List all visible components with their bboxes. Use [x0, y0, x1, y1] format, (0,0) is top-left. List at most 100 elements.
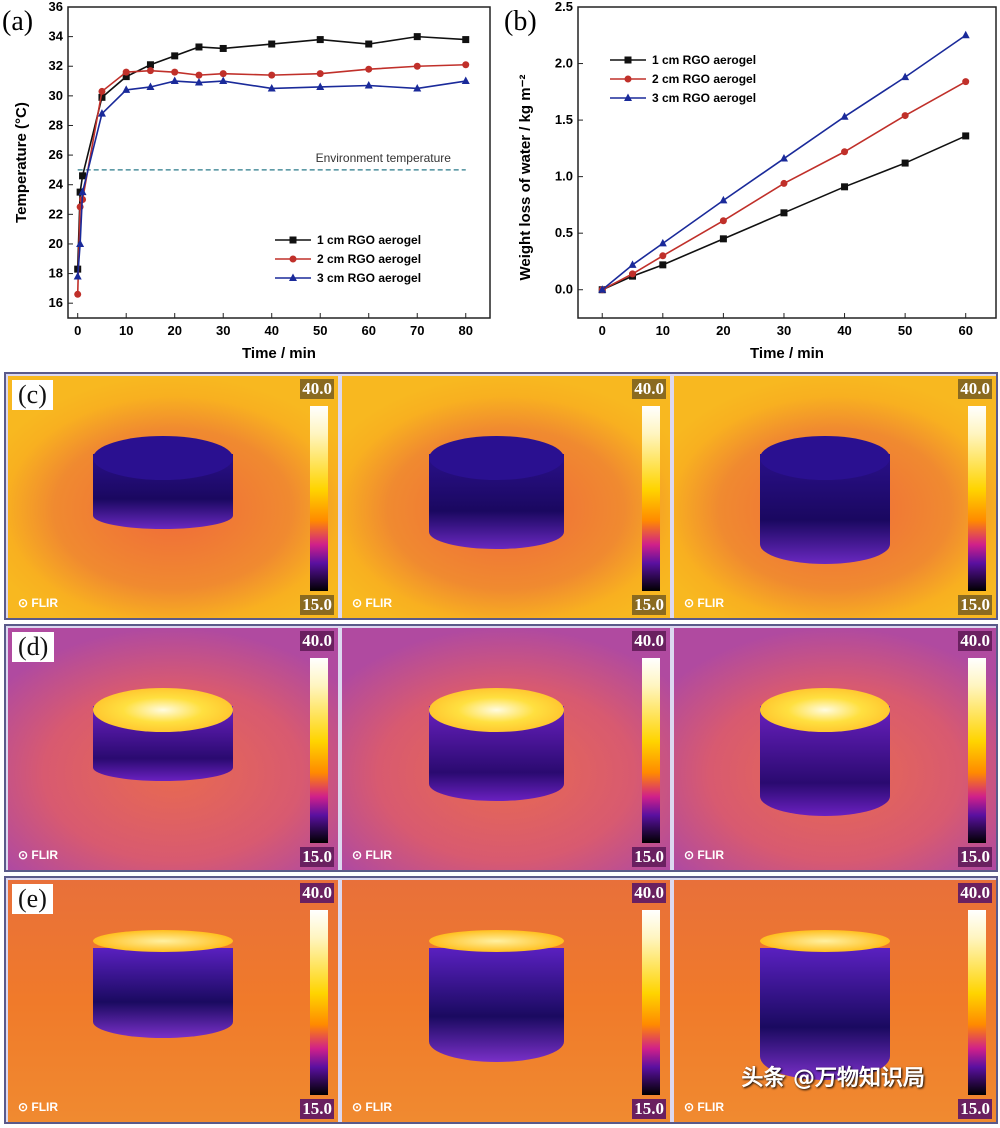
y-tick-label: 20	[49, 236, 63, 251]
x-tick-label: 60	[362, 323, 376, 338]
x-tick-label: 0	[599, 323, 606, 338]
data-point	[122, 68, 130, 76]
y-tick-label: 34	[49, 29, 64, 44]
data-point	[413, 62, 421, 70]
scale-max-label: 40.0	[300, 631, 334, 651]
color-scale-bar	[968, 406, 986, 591]
x-axis-label: Time / min	[242, 345, 316, 362]
data-point	[462, 36, 470, 44]
data-point	[76, 239, 85, 247]
data-point	[901, 159, 909, 167]
aerogel-top	[93, 436, 233, 480]
y-tick-label: 24	[49, 177, 64, 192]
scale-min-label: 15.0	[300, 847, 334, 867]
data-point	[658, 238, 667, 247]
data-point	[98, 93, 106, 101]
flir-logo: ⊙ FLIR	[352, 596, 393, 610]
scale-max-label: 40.0	[300, 379, 334, 399]
data-point	[79, 172, 87, 180]
panel-label: (c)	[12, 380, 53, 410]
data-point	[365, 40, 373, 48]
data-point	[659, 261, 667, 269]
series-line-2	[601, 34, 967, 291]
aerogel-top	[428, 930, 564, 952]
thermal-image: 40.0 15.0 ⊙ FLIR	[342, 376, 670, 618]
data-point	[219, 76, 228, 85]
data-point	[74, 290, 82, 298]
flir-logo: ⊙ FLIR	[352, 848, 393, 862]
thermal-image: 40.0 15.0 ⊙ FLIR	[674, 880, 996, 1122]
data-point	[122, 73, 130, 81]
data-point	[962, 78, 970, 86]
color-scale-bar	[642, 658, 660, 843]
data-point	[462, 61, 470, 69]
x-tick-label: 50	[898, 323, 912, 338]
x-tick-label: 10	[119, 323, 133, 338]
data-point	[598, 285, 607, 293]
data-point	[628, 260, 637, 268]
panel-label: (b)	[504, 6, 537, 37]
data-point	[841, 148, 849, 156]
data-point	[780, 179, 788, 187]
data-point	[316, 36, 324, 44]
data-point	[779, 154, 788, 162]
scale-min-label: 15.0	[632, 847, 666, 867]
y-tick-label: 1.0	[555, 169, 573, 184]
y-tick-label: 36	[49, 0, 63, 14]
y-tick-label: 32	[49, 58, 63, 73]
scale-max-label: 40.0	[632, 379, 666, 399]
flir-logo: ⊙ FLIR	[684, 1100, 725, 1114]
data-point	[195, 43, 203, 51]
data-point	[73, 272, 82, 280]
scale-min-label: 15.0	[632, 1099, 666, 1119]
y-tick-label: 16	[49, 295, 63, 310]
data-point	[76, 188, 84, 196]
thermal-row: 40.0 15.0 ⊙ FLIR 40.0 15.0 ⊙ FLIR 40.0 15.0 ⊙ FL…	[4, 624, 998, 872]
legend-label: 2 cm RGO aerogel	[652, 72, 756, 86]
legend-label: 1 cm RGO aerogel	[652, 53, 756, 67]
data-point	[146, 82, 155, 90]
x-tick-label: 60	[958, 323, 972, 338]
thermal-image: 40.0 15.0 ⊙ FLIR	[8, 628, 338, 870]
data-point	[364, 80, 373, 89]
scale-max-label: 40.0	[300, 883, 334, 903]
aerogel-top	[93, 930, 233, 952]
data-point	[171, 68, 179, 76]
data-point	[267, 83, 276, 92]
data-point	[219, 70, 227, 78]
data-point	[841, 183, 849, 191]
thermal-image: 40.0 15.0 ⊙ FLIR	[8, 880, 338, 1122]
thermal-image: 40.0 15.0 ⊙ FLIR	[342, 880, 670, 1122]
y-tick-label: 26	[49, 147, 63, 162]
watermark: 头条 @万物知识局	[741, 1066, 925, 1091]
data-point	[170, 76, 179, 85]
color-scale-bar	[968, 658, 986, 843]
legend-label: 3 cm RGO aerogel	[652, 91, 756, 105]
panel-label: (d)	[12, 632, 55, 662]
data-point	[122, 85, 131, 93]
data-point	[78, 187, 87, 196]
flir-logo: ⊙ FLIR	[684, 596, 725, 610]
legend-label: 3 cm RGO aerogel	[317, 271, 421, 285]
data-point	[98, 87, 106, 95]
x-tick-label: 10	[656, 323, 670, 338]
data-point	[268, 40, 276, 48]
x-tick-label: 80	[459, 323, 473, 338]
charts-area: (a) 0 10 20 30 40 50 60 70 80 16 18 20 22 24 26 28 30 32 34…	[2, 0, 997, 362]
aerogel-body	[93, 948, 233, 1038]
legend-marker	[289, 255, 297, 263]
aerogel-top	[760, 688, 890, 732]
y-tick-label: 0.5	[555, 225, 573, 240]
x-tick-label: 50	[313, 323, 327, 338]
flir-logo: ⊙ FLIR	[18, 596, 59, 610]
y-tick-label: 28	[49, 117, 63, 132]
data-point	[840, 112, 849, 120]
data-point	[901, 112, 909, 120]
data-point	[146, 67, 154, 75]
data-point	[171, 52, 179, 60]
x-tick-label: 30	[216, 323, 230, 338]
scale-max-label: 40.0	[632, 631, 666, 651]
data-point	[961, 30, 970, 39]
thermal-image: 40.0 15.0 ⊙ FLIR	[674, 628, 996, 870]
flir-logo: ⊙ FLIR	[352, 1100, 393, 1114]
